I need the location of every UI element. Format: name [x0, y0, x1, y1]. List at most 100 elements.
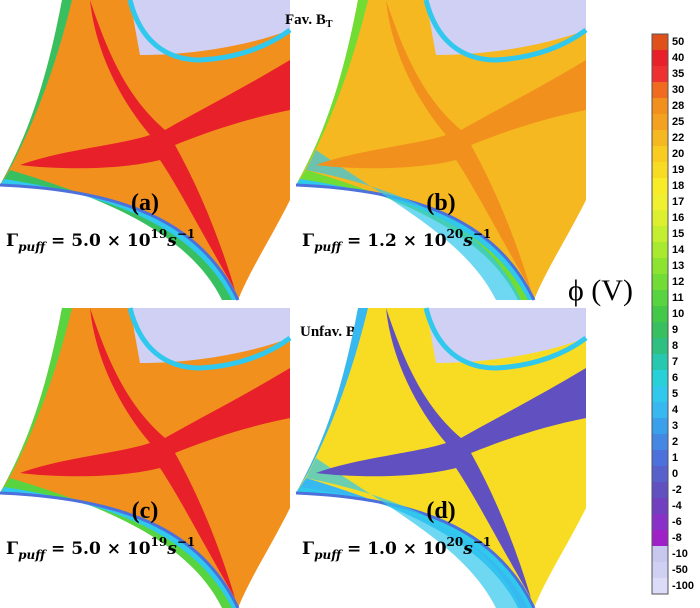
colorbar-swatch	[652, 482, 668, 499]
colorbar-label: 19	[672, 164, 684, 176]
colorbar-label: 10	[672, 308, 684, 320]
gamma-exponent: 20	[447, 535, 464, 549]
colorbar-swatch	[652, 546, 668, 563]
colorbar-swatch	[652, 162, 668, 179]
colorbar-swatch	[652, 34, 668, 51]
separatrix-top	[426, 0, 586, 55]
top-rim	[423, 0, 588, 63]
colorbar-label: 20	[672, 148, 684, 160]
panel: (a) Γpuff = 5.0 × 1019s−1 Fav. BT	[0, 0, 333, 301]
colorbar-label: 22	[672, 132, 684, 144]
core	[316, 308, 586, 598]
colorbar-swatch	[652, 66, 668, 83]
colorbar-label: 17	[672, 196, 684, 208]
core	[316, 0, 586, 290]
colorbar-label: -8	[672, 532, 682, 544]
gamma-unit-exponent: −1	[473, 227, 491, 241]
colorbar-label: 50	[672, 36, 684, 48]
colorbar-label: 30	[672, 84, 684, 96]
colorbar-label: 3	[672, 420, 678, 432]
colorbar-swatch	[652, 530, 668, 547]
colorbar-swatch	[652, 210, 668, 227]
colorbar-swatch	[652, 50, 668, 67]
colorbar-swatch	[652, 466, 668, 483]
colorbar-swatch	[652, 194, 668, 211]
colorbar-swatch	[652, 306, 668, 323]
colorbar-swatch	[652, 274, 668, 291]
colorbar-label: 11	[672, 292, 684, 304]
colorbar-swatch	[652, 130, 668, 147]
gamma-text: = 5.0 × 10	[45, 539, 151, 559]
colorbar-swatch	[652, 514, 668, 531]
colorbar-swatch	[652, 578, 668, 595]
gamma-label: Γpuff = 1.0 × 1020s−1	[302, 535, 491, 562]
colorbar-swatch	[652, 98, 668, 115]
colorbar-label: 16	[672, 212, 684, 224]
colorbar-label: 6	[672, 372, 678, 384]
colorbar-swatch	[652, 178, 668, 195]
gamma-label: Γpuff = 5.0 × 1019s−1	[6, 535, 195, 562]
colorbar-label: -100	[672, 580, 694, 592]
colorbar-swatch	[652, 450, 668, 467]
left-band	[296, 308, 368, 493]
gamma-symbol: Γ	[302, 231, 314, 251]
colorbar-label: 13	[672, 260, 684, 272]
gamma-exponent: 19	[151, 227, 168, 241]
top-rim	[423, 307, 588, 371]
colorbar-swatch	[652, 338, 668, 355]
colorbar-swatch	[652, 82, 668, 99]
colorbar-label: 12	[672, 276, 684, 288]
gamma-label: Γpuff = 1.2 × 1020s−1	[302, 227, 491, 254]
colorbar-swatch	[652, 418, 668, 435]
colorbar-swatch	[652, 322, 668, 339]
gamma-subscript: puff	[314, 548, 343, 562]
colorbar-label: -6	[672, 516, 682, 528]
colorbar-swatch	[652, 226, 668, 243]
left-band	[296, 0, 368, 185]
separatrix-top	[130, 0, 290, 55]
colorbar-swatch	[652, 386, 668, 403]
core	[20, 0, 290, 290]
colorbar-label: 25	[672, 116, 684, 128]
gamma-unit-exponent: −1	[473, 535, 491, 549]
panel-label: (b)	[426, 190, 455, 216]
gamma-exponent: 20	[447, 227, 464, 241]
colorbar-swatch	[652, 562, 668, 579]
colorbar-label: -10	[672, 548, 688, 560]
colorbar-label: 2	[672, 436, 678, 448]
gamma-unit-exponent: −1	[177, 535, 195, 549]
colorbar-label: 0	[672, 468, 678, 480]
colorbar-frame	[651, 33, 669, 595]
note-text: Unfav. B	[300, 324, 356, 340]
separatrix-top	[426, 308, 586, 363]
colorbar-swatch	[652, 354, 668, 371]
gamma-unit: s	[462, 539, 473, 559]
left-band	[0, 0, 72, 185]
gamma-unit: s	[166, 231, 177, 251]
colorbar-swatch	[652, 114, 668, 131]
top-rim	[127, 0, 292, 63]
gamma-subscript: puff	[18, 548, 47, 562]
left-band	[0, 308, 72, 493]
rim	[0, 183, 240, 301]
gamma-unit: s	[166, 539, 177, 559]
top-rim	[127, 307, 292, 371]
rim	[295, 183, 536, 301]
colorbar-swatch	[652, 290, 668, 307]
gamma-symbol: Γ	[6, 231, 18, 251]
gamma-unit: s	[462, 231, 473, 251]
gamma-exponent: 19	[151, 535, 168, 549]
panel: (d) Γpuff = 1.0 × 1020s−1	[295, 307, 588, 608]
colorbar-label: 8	[672, 340, 678, 352]
colorbar-label: 18	[672, 180, 684, 192]
rim	[0, 491, 240, 608]
colorbar-title: ϕ (V)	[568, 274, 633, 307]
colorbar-label: 14	[672, 244, 685, 256]
colorbar-label: 7	[672, 356, 678, 368]
note-sub: T	[326, 19, 333, 30]
panel-note: Fav. BT	[285, 12, 333, 30]
colorbar-label: 4	[672, 404, 679, 416]
separatrix-top	[130, 308, 290, 363]
